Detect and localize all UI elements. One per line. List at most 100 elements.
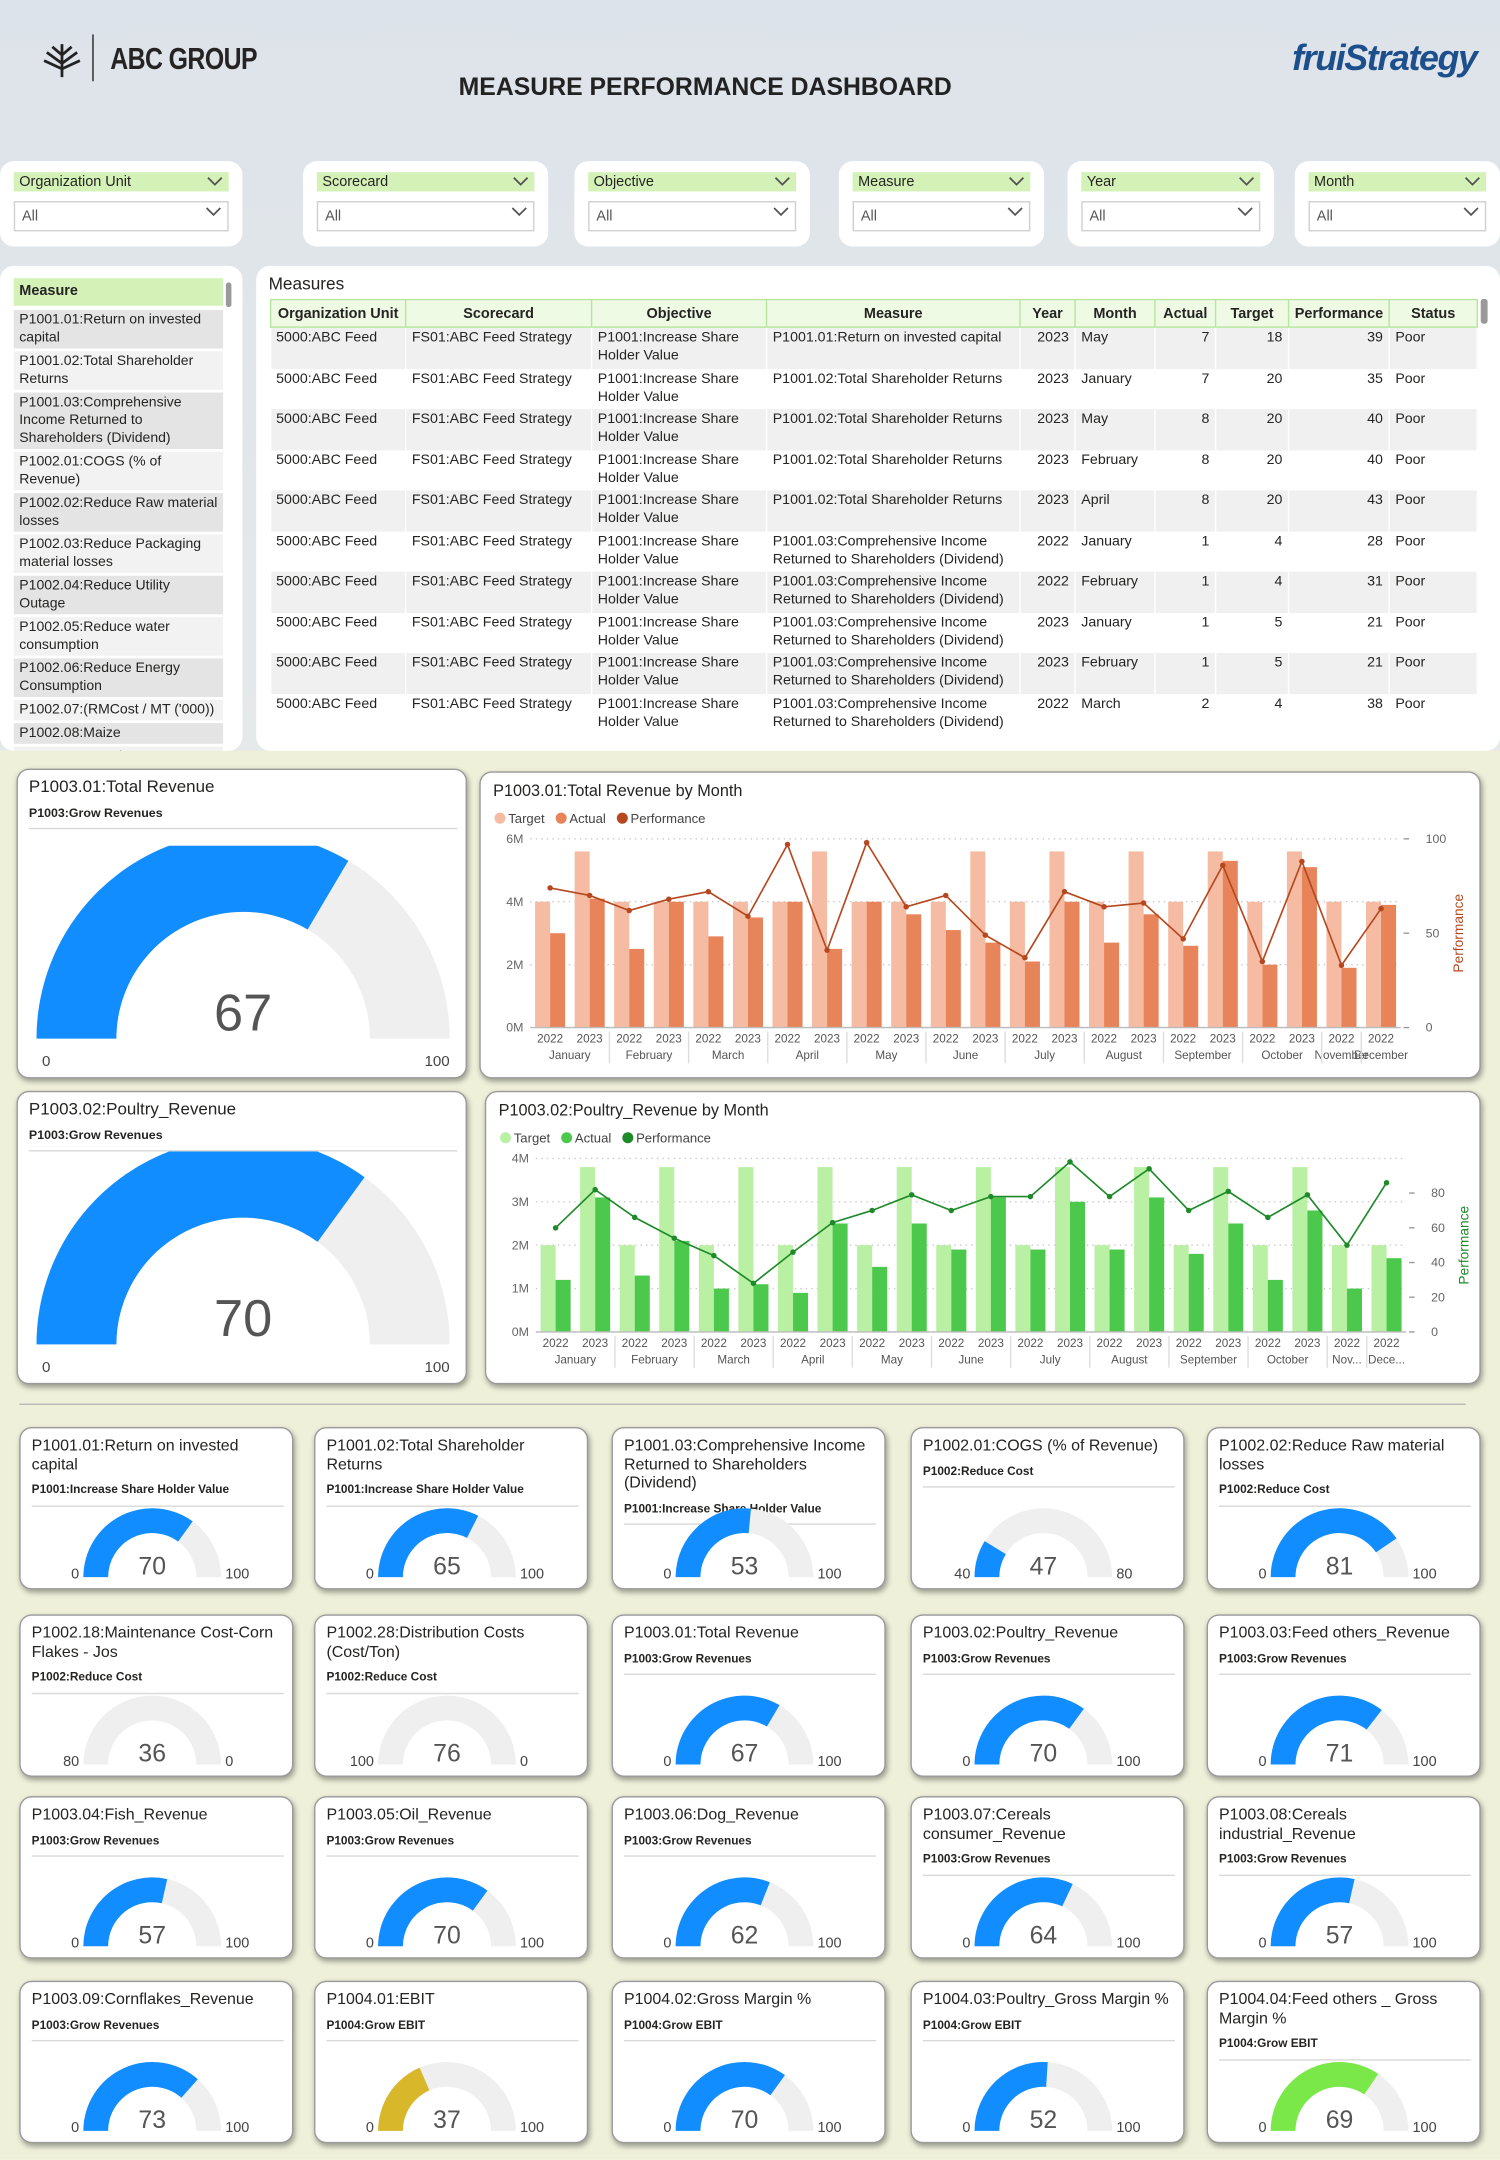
x-tick-label: 2023 bbox=[972, 1033, 998, 1046]
measure-item[interactable]: P1002.04:Reduce Utility Outage bbox=[13, 575, 224, 615]
gauge-card: P1003.03:Feed others_Revenue P1003:Grow R… bbox=[1206, 1614, 1481, 1777]
column-header[interactable]: Objective bbox=[590, 298, 768, 328]
bar bbox=[1213, 1167, 1229, 1332]
line-point bbox=[586, 892, 593, 899]
column-header[interactable]: Target bbox=[1214, 298, 1290, 328]
measure-item[interactable]: P1002.01:COGS (% of Revenue) bbox=[13, 451, 224, 491]
gauge-subtitle: P1001:Increase Share Holder Value bbox=[326, 1481, 579, 1507]
x-tick-label: 2022 bbox=[859, 1337, 885, 1350]
measure-item[interactable]: P1001.03:Comprehensive Income Returned t… bbox=[13, 392, 224, 450]
line-point bbox=[671, 1235, 678, 1241]
gauge-fill bbox=[378, 1877, 488, 1947]
table-cell: 31 bbox=[1288, 571, 1390, 613]
table-cell: 5 bbox=[1215, 612, 1290, 653]
chevron bbox=[1009, 177, 1025, 186]
filter-dropdown[interactable]: All bbox=[13, 201, 229, 232]
gauge-max: 100 bbox=[225, 1936, 249, 1952]
gauge-card: P1003.04:Fish_Revenue P1003:Grow Revenues… bbox=[19, 1796, 294, 1959]
gauge-subtitle: P1004:Grow EBIT bbox=[922, 2016, 1175, 2042]
gauge-title: P1001.02:Total Shareholder Returns bbox=[326, 1436, 525, 1474]
column-header[interactable]: Month bbox=[1074, 298, 1156, 328]
line-point bbox=[547, 885, 553, 891]
gauge-title: P1002.18:Maintenance Cost-Corn Flakes - … bbox=[31, 1623, 274, 1661]
gauge-title: P1004.03:Poultry_Gross Margin % bbox=[922, 1990, 1169, 2009]
gauge-subtitle: P1003:Grow Revenues bbox=[31, 1831, 284, 1857]
filter-dropdown[interactable]: All bbox=[1081, 201, 1261, 232]
table-cell: FS01:ABC Feed Strategy bbox=[405, 530, 593, 572]
gauge-value: 70 bbox=[433, 1923, 461, 1950]
column-header[interactable]: Scorecard bbox=[404, 298, 593, 328]
column-header[interactable]: Year bbox=[1019, 298, 1076, 328]
table-cell: 5000:ABC Feed bbox=[270, 449, 407, 491]
filter[interactable]: Objective All bbox=[574, 161, 810, 247]
gauge-title: P1004.01:EBIT bbox=[326, 1990, 435, 2009]
gauge: 47 40 80 bbox=[954, 1508, 1132, 1583]
bar bbox=[891, 901, 907, 1028]
measure-item[interactable]: P1001.02:Total Shareholder Returns bbox=[13, 351, 224, 390]
gauge: 70 0 100 bbox=[71, 1508, 249, 1583]
line-point bbox=[982, 932, 989, 938]
y2-tick-label: 80 bbox=[1431, 1186, 1445, 1200]
x-group-label: January bbox=[549, 1049, 591, 1062]
gauge-min: 0 bbox=[1258, 1567, 1266, 1583]
measure-item[interactable]: P1001.01:Return on invested capital bbox=[13, 309, 224, 349]
measure-item[interactable]: P1002.02:Reduce Raw material losses bbox=[13, 493, 224, 532]
filter-dropdown[interactable]: All bbox=[852, 201, 1031, 232]
line-point bbox=[829, 1219, 836, 1226]
column-header[interactable]: Measure bbox=[765, 298, 1021, 328]
measure-item[interactable]: P1002.06:Reduce Energy Consumption bbox=[13, 658, 224, 697]
measure-item[interactable]: P1002.09:Soya beans bbox=[13, 746, 224, 751]
x-tick-label: 2022 bbox=[1170, 1033, 1196, 1046]
gauge-header: P1001.03:Comprehensive Income Returned t… bbox=[623, 1437, 877, 1525]
line-point bbox=[592, 1186, 598, 1193]
table-row: 5000:ABC Feed FS01:ABC Feed Strategy P1001… bbox=[270, 409, 1478, 450]
gauge: 64 0 100 bbox=[962, 1877, 1141, 1952]
line-point bbox=[626, 907, 632, 914]
filter[interactable]: Year All bbox=[1067, 161, 1275, 247]
line-point bbox=[631, 1214, 638, 1221]
x-tick-label: 2023 bbox=[740, 1337, 766, 1350]
measure-item[interactable]: P1002.08:Maize bbox=[13, 723, 224, 744]
filter-dropdown[interactable]: All bbox=[316, 201, 535, 232]
column-header[interactable]: Status bbox=[1388, 298, 1478, 328]
gauge-value: 70 bbox=[214, 1290, 272, 1348]
filter-dropdown[interactable]: All bbox=[1308, 201, 1487, 232]
line-point bbox=[1383, 1179, 1390, 1186]
filter[interactable]: Month All bbox=[1294, 161, 1500, 247]
table-cell: 2023 bbox=[1019, 327, 1076, 369]
column-header[interactable]: Performance bbox=[1287, 298, 1390, 328]
legend-marker bbox=[555, 812, 567, 824]
gauge-header: P1003.08:Cereals industrial_Revenue P1003… bbox=[1219, 1806, 1472, 1876]
bar bbox=[911, 1223, 927, 1332]
gauge-fill bbox=[675, 1877, 770, 1947]
gauge-value: 70 bbox=[138, 1553, 166, 1580]
legend-marker bbox=[616, 812, 628, 824]
filter[interactable]: Organization Unit All bbox=[0, 161, 243, 247]
gauge-min: 0 bbox=[962, 1936, 970, 1952]
bar bbox=[595, 1197, 611, 1332]
filter[interactable]: Measure All bbox=[838, 161, 1045, 247]
dashboard-title: MEASURE PERFORMANCE DASHBOARD bbox=[458, 73, 952, 101]
x-group-label: July bbox=[1034, 1049, 1055, 1062]
bar bbox=[555, 1279, 571, 1332]
measure-item[interactable]: P1002.05:Reduce water consumption bbox=[13, 617, 224, 656]
filter-dropdown[interactable]: All bbox=[588, 201, 797, 232]
filter[interactable]: Scorecard All bbox=[303, 161, 549, 247]
measure-item[interactable]: P1002.07:(RMCost / MT ('000)) bbox=[13, 699, 224, 721]
chevron-line bbox=[1237, 207, 1253, 217]
column-header[interactable]: Actual bbox=[1154, 298, 1217, 328]
chart-card: P1003.02:Poultry_Revenue by Month Target A… bbox=[484, 1090, 1481, 1385]
measure-item[interactable]: P1002.03:Reduce Packaging material losse… bbox=[13, 534, 224, 574]
table-cell: P1001.02:Total Shareholder Returns bbox=[766, 490, 1021, 531]
x-group-label: October bbox=[1267, 1354, 1309, 1367]
column-header[interactable]: Organization Unit bbox=[269, 298, 407, 328]
bar bbox=[1104, 942, 1120, 1028]
gauge-fill bbox=[1270, 1877, 1355, 1947]
bar bbox=[1069, 1201, 1086, 1332]
x-tick-label: 2023 bbox=[820, 1337, 846, 1350]
x-tick-label: 2022 bbox=[1176, 1337, 1202, 1350]
gauge-max: 100 bbox=[520, 1567, 544, 1583]
table-cell: April bbox=[1075, 490, 1156, 531]
gauge-header: P1003.09:Cornflakes_Revenue P1003:Grow Re… bbox=[31, 1990, 284, 2042]
gauge-card: P1003.01:Total Revenue P1003:Grow Revenue… bbox=[16, 768, 467, 1079]
